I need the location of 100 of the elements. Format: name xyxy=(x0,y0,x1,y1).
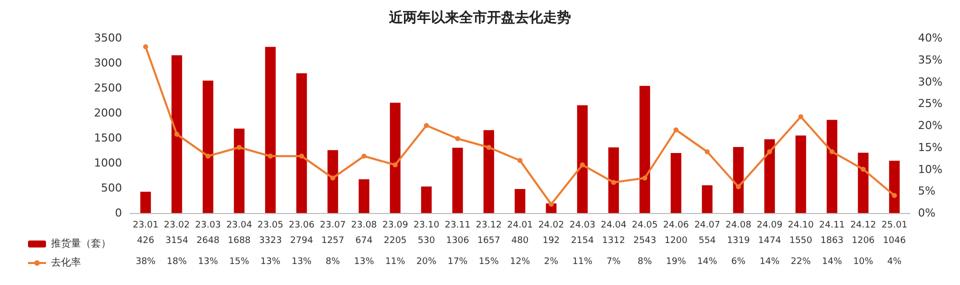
point xyxy=(236,144,242,150)
x-tick-label: 24.04 xyxy=(600,220,627,230)
data-label: 8% xyxy=(326,257,340,267)
x-tick-label: 24.07 xyxy=(694,220,720,230)
point xyxy=(362,154,366,159)
point xyxy=(486,144,492,150)
x-tick-label: 24.09 xyxy=(756,220,783,230)
data-label: 2% xyxy=(544,257,559,267)
data-label: 14% xyxy=(697,257,718,267)
bar xyxy=(889,160,900,213)
chart-title: 近两年以来全市开盘去化走势 xyxy=(388,9,571,26)
y-tick-label: 0 xyxy=(115,206,122,220)
data-label: 1550 xyxy=(789,236,813,246)
data-label: 554 xyxy=(698,236,716,246)
x-tick-label: 24.06 xyxy=(663,220,690,230)
data-label: 1306 xyxy=(446,236,470,246)
data-label: 2648 xyxy=(196,236,220,246)
bar xyxy=(826,120,838,213)
data-label: 1657 xyxy=(477,236,500,246)
point xyxy=(299,154,304,159)
point xyxy=(642,176,648,180)
data-label: 6% xyxy=(731,257,746,267)
y-tick-label: 1500 xyxy=(94,132,122,144)
point xyxy=(143,44,148,50)
data-label: 2543 xyxy=(633,236,656,246)
bar xyxy=(202,80,214,213)
legend-label: 推货量（套） xyxy=(51,238,111,250)
bar xyxy=(327,150,338,213)
x-tick-label: 24.03 xyxy=(570,220,596,230)
data-label: 38% xyxy=(136,257,156,267)
point xyxy=(798,114,804,120)
data-label: 13% xyxy=(354,257,374,267)
x-tick-label: 24.02 xyxy=(538,220,564,230)
data-label: 1688 xyxy=(228,236,251,246)
point xyxy=(736,184,741,190)
data-label: 1312 xyxy=(602,236,626,246)
bar xyxy=(421,186,432,213)
data-label: 13% xyxy=(292,257,312,267)
data-label: 8% xyxy=(638,257,652,267)
bar xyxy=(577,105,588,213)
point xyxy=(518,158,522,163)
bar xyxy=(296,73,307,213)
bar xyxy=(795,136,806,213)
data-label: 18% xyxy=(166,257,188,267)
point xyxy=(392,162,398,168)
data-label: 674 xyxy=(355,236,373,246)
x-tick-label: 24.05 xyxy=(632,220,658,230)
data-label: 1319 xyxy=(726,236,750,246)
bar xyxy=(764,139,775,213)
y2-tick-label: 0% xyxy=(918,206,936,220)
y2-tick-label: 30% xyxy=(918,75,942,88)
data-label: 1474 xyxy=(758,236,782,246)
data-label: 426 xyxy=(137,236,154,246)
y2-tick-label: 35% xyxy=(918,53,942,66)
y2-tick-label: 5% xyxy=(918,184,936,198)
x-tick-label: 23.09 xyxy=(382,220,408,230)
bar xyxy=(733,147,744,213)
data-label: 1257 xyxy=(321,236,344,246)
x-tick-label: 25.01 xyxy=(882,220,908,230)
data-label: 17% xyxy=(448,257,468,267)
y-tick-label: 3500 xyxy=(94,32,122,44)
data-label: 1200 xyxy=(664,236,688,246)
y-tick-label: 3000 xyxy=(94,56,122,70)
bar xyxy=(702,185,713,213)
data-label: 2154 xyxy=(570,236,594,246)
bar xyxy=(171,55,182,213)
data-label: 13% xyxy=(260,257,281,267)
data-label: 15% xyxy=(229,257,250,267)
x-tick-label: 23.08 xyxy=(351,220,378,230)
x-tick-label: 24.01 xyxy=(507,220,533,230)
point xyxy=(268,154,273,159)
x-tick-label: 23.11 xyxy=(444,220,470,230)
point xyxy=(830,149,834,154)
point xyxy=(580,162,585,168)
data-label: 2205 xyxy=(384,236,407,246)
x-tick-label: 23.05 xyxy=(258,220,284,230)
point xyxy=(892,193,897,198)
y-tick-label: 2000 xyxy=(94,106,122,120)
bar xyxy=(358,179,370,213)
y2-tick-label: 20% xyxy=(918,119,942,132)
data-label: 13% xyxy=(198,257,218,267)
x-tick-label: 24.11 xyxy=(819,220,845,230)
data-label: 1863 xyxy=(820,236,844,246)
data-label: 2794 xyxy=(290,236,314,246)
data-label: 11% xyxy=(385,257,406,267)
x-tick-label: 24.12 xyxy=(850,220,876,230)
point xyxy=(767,149,772,154)
x-tick-label: 23.02 xyxy=(164,220,190,230)
legend-label: 去化率 xyxy=(51,256,81,268)
data-label: 4% xyxy=(887,257,902,267)
data-label: 15% xyxy=(478,257,500,267)
bar xyxy=(140,192,151,213)
data-label: 14% xyxy=(822,257,842,267)
data-label: 3154 xyxy=(165,236,189,246)
y-tick-label: 2500 xyxy=(94,82,122,94)
point xyxy=(611,180,616,185)
data-label: 22% xyxy=(790,257,812,267)
x-tick-label: 24.10 xyxy=(788,220,814,230)
y-tick-label: 1000 xyxy=(94,156,122,170)
x-tick-label: 23.01 xyxy=(132,220,158,230)
